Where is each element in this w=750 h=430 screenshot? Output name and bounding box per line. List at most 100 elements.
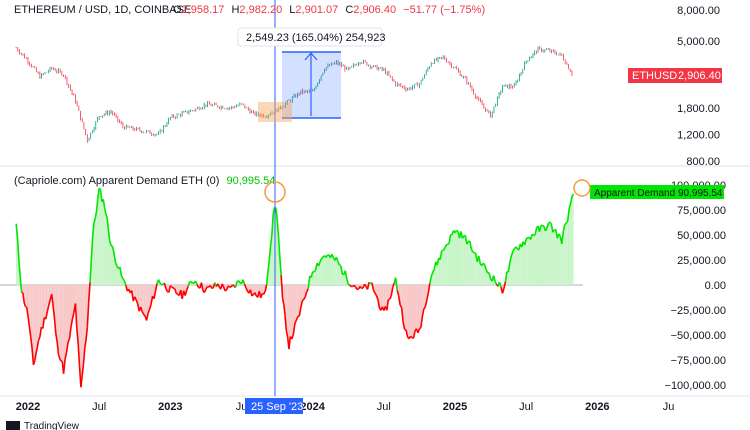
demand-area-fill	[95, 210, 97, 285]
demand-area-fill	[383, 285, 386, 311]
demand-line-segment	[363, 283, 367, 287]
demand-tick-label[interactable]: 25,000.00	[677, 255, 726, 267]
demand-area-fill	[468, 241, 470, 285]
demand-area-fill	[68, 285, 70, 343]
demand-area-fill	[286, 285, 288, 338]
demand-area-fill	[380, 285, 383, 311]
symbol-title[interactable]: ETHEREUM / USD, 1D, COINBASE	[14, 4, 191, 16]
demand-tick-label[interactable]: 50,000.00	[677, 230, 726, 242]
demand-line-segment	[80, 375, 83, 388]
demand-area-fill	[327, 254, 329, 285]
tradingview-logo[interactable]: TradingView	[6, 421, 80, 430]
x-tick-label: Ju	[236, 401, 248, 413]
indicator-pane[interactable]: 100,000.0075,000.0050,000.0025,000.000.0…	[0, 180, 726, 392]
demand-area-fill	[84, 285, 87, 349]
demand-line-segment	[271, 213, 275, 235]
price-tick-label[interactable]: 1,800.00	[677, 103, 720, 115]
demand-area-fill	[59, 285, 62, 361]
demand-area-fill	[533, 235, 536, 285]
demand-area-fill	[109, 240, 112, 285]
demand-line-segment	[377, 299, 381, 309]
demand-line-segment	[234, 281, 238, 288]
demand-line-segment	[18, 259, 22, 278]
demand-area-fill	[297, 285, 300, 317]
demand-line-segment	[113, 252, 117, 263]
demand-tick-label[interactable]: −25,000.00	[671, 305, 726, 317]
demand-area-fill	[540, 225, 543, 285]
demand-line-segment	[460, 231, 464, 239]
demand-line-segment	[217, 283, 220, 288]
demand-area-fill	[481, 263, 484, 285]
change-value: −51.77 (−1.75%)	[403, 4, 485, 16]
demand-area-fill	[39, 285, 42, 338]
demand-line-segment	[306, 288, 309, 293]
demand-area-fill	[44, 285, 46, 320]
demand-tick-label[interactable]: 0.00	[705, 280, 726, 292]
demand-line-segment	[456, 229, 459, 232]
indicator-title[interactable]: (Capriole.com) Apparent Demand ETH (0) 9…	[14, 175, 275, 187]
peak-circle-2025	[573, 179, 591, 197]
demand-line-segment	[85, 327, 89, 341]
demand-line-segment	[542, 224, 545, 228]
demand-area-fill	[65, 285, 67, 360]
demand-line-segment	[569, 195, 573, 204]
demand-badge-name: Apparent Demand	[594, 188, 675, 199]
demand-area-fill	[511, 251, 513, 285]
open-value: 2,958.17	[182, 4, 225, 16]
demand-area-fill	[563, 224, 565, 285]
demand-area-fill	[566, 221, 568, 285]
demand-area-fill	[134, 285, 137, 301]
demand-line-segment	[331, 253, 335, 258]
x-tick-label: 2025	[443, 401, 467, 413]
demand-line-segment	[421, 308, 425, 317]
demand-line-segment	[276, 218, 280, 236]
high-label: H	[231, 4, 239, 16]
demand-line-segment	[483, 264, 487, 270]
demand-area-fill	[139, 285, 141, 312]
demand-line-segment	[547, 221, 551, 224]
price-badge	[628, 68, 722, 83]
demand-area-fill	[321, 256, 324, 285]
demand-area-fill	[41, 285, 43, 329]
demand-tick-label[interactable]: −50,000.00	[671, 330, 726, 342]
demand-area-fill	[506, 271, 509, 285]
demand-area-fill	[111, 245, 113, 285]
demand-area-fill	[462, 235, 464, 285]
demand-area-fill	[273, 207, 275, 285]
price-tick-label[interactable]: 8,000.00	[677, 5, 720, 17]
demand-line-segment	[319, 258, 323, 263]
demand-area-fill	[552, 229, 555, 285]
demand-line-segment	[168, 285, 172, 293]
price-tick-label[interactable]: 800.00	[686, 156, 720, 168]
demand-area-fill	[342, 273, 344, 285]
demand-area-fill	[30, 285, 33, 349]
demand-tick-label[interactable]: −75,000.00	[671, 355, 726, 367]
measure-arrow-head	[304, 52, 318, 61]
demand-area-fill	[320, 258, 322, 285]
demand-area-fill	[536, 225, 539, 285]
demand-line-segment	[211, 287, 214, 290]
demand-area-fill	[524, 239, 527, 285]
x-tick-label: 2026	[585, 401, 609, 413]
demand-line-segment	[564, 222, 567, 226]
demand-area-fill	[146, 285, 149, 321]
demand-area-fill	[118, 267, 120, 285]
demand-line-segment	[418, 326, 422, 330]
price-tick-label[interactable]: 5,000.00	[677, 36, 720, 48]
demand-line-segment	[57, 353, 61, 360]
demand-tick-label[interactable]: −100,000.00	[665, 380, 726, 392]
demand-area-fill	[486, 269, 488, 285]
demand-area-fill	[459, 231, 461, 285]
demand-tick-label[interactable]: 75,000.00	[677, 205, 726, 217]
demand-area-fill	[567, 208, 570, 285]
demand-line-segment	[337, 261, 341, 266]
demand-area-fill	[103, 199, 105, 285]
demand-line-segment	[349, 284, 352, 288]
branding-text: TradingView	[24, 421, 80, 430]
price-tick-label[interactable]: 1,200.00	[677, 129, 720, 141]
demand-area-fill	[34, 285, 37, 361]
demand-line-segment	[185, 286, 189, 291]
demand-area-fill	[521, 241, 524, 285]
demand-area-fill	[323, 255, 325, 285]
demand-line-segment	[148, 304, 152, 310]
